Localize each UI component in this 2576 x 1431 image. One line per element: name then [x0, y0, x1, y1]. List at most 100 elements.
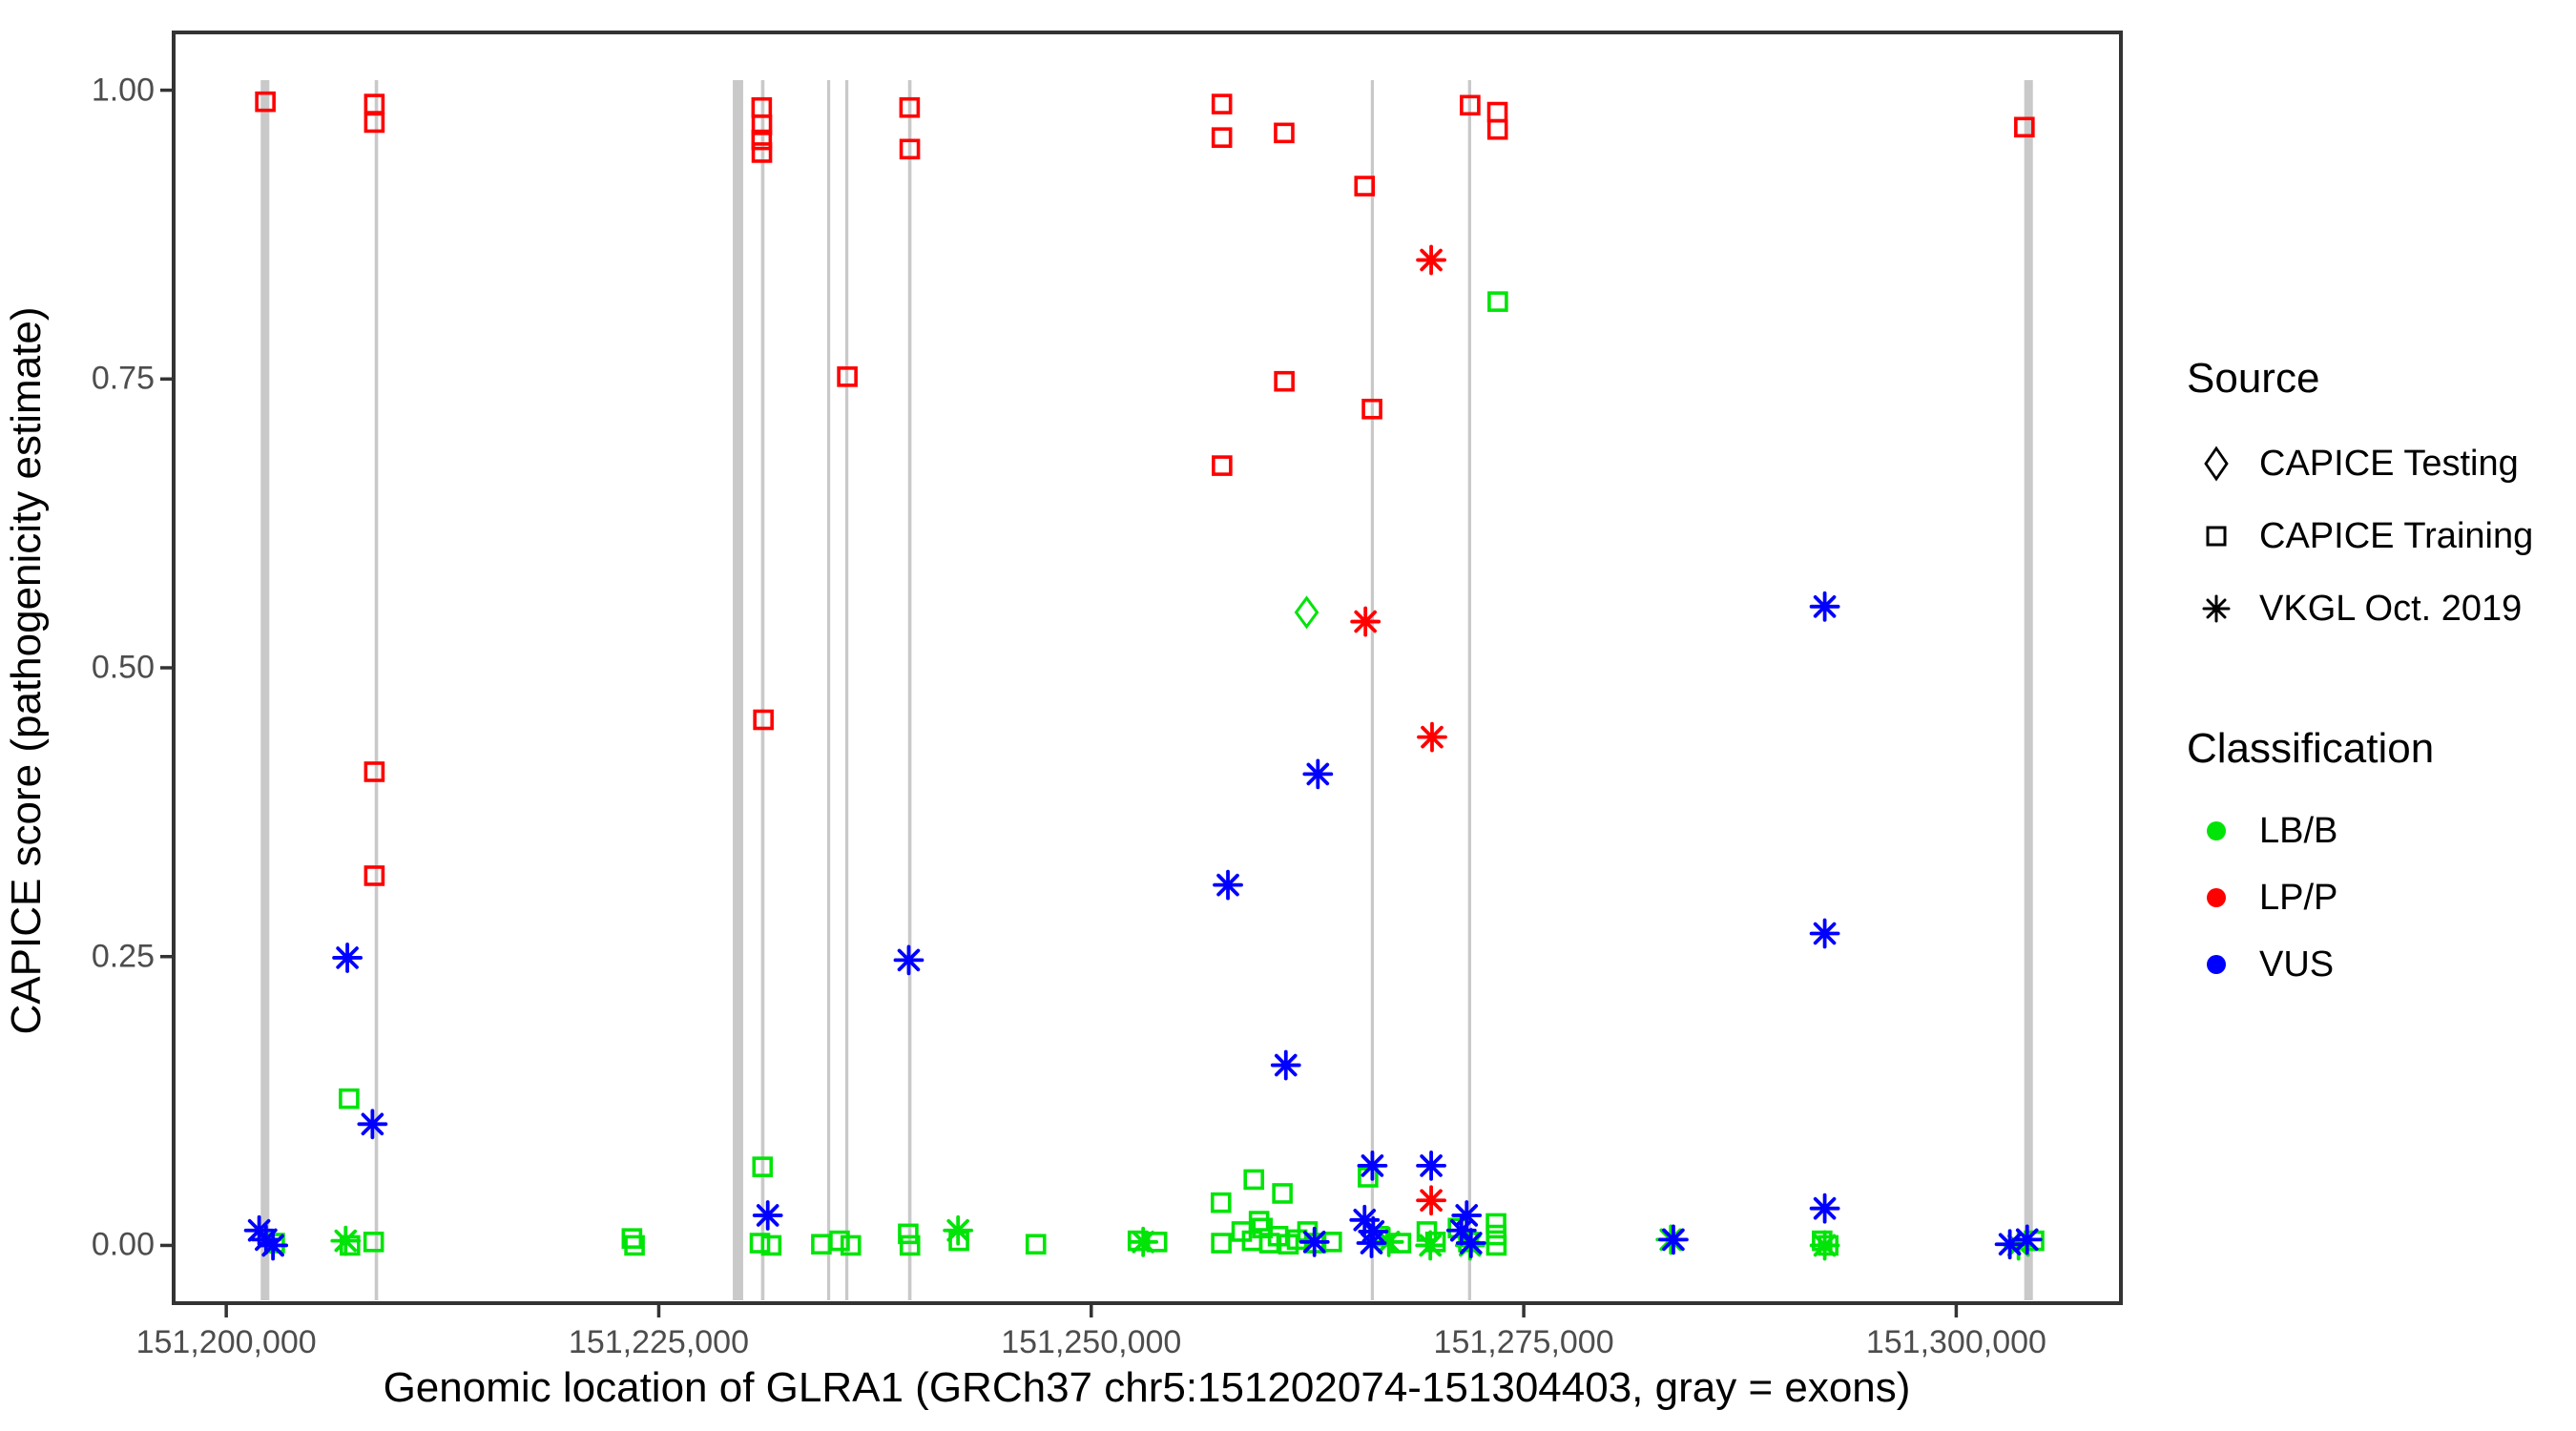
data-point-asterisk — [1302, 758, 1334, 790]
data-point-asterisk — [1415, 1230, 1446, 1261]
exon-bar — [733, 80, 743, 1300]
data-point-square — [1486, 101, 1508, 123]
data-point-asterisk — [1350, 606, 1381, 637]
data-point-square — [1487, 291, 1508, 312]
exon-bar — [374, 80, 379, 1300]
legend-item-label: CAPICE Testing — [2259, 443, 2519, 484]
data-point-square — [339, 1088, 360, 1110]
legend-item-label: VUS — [2259, 944, 2335, 985]
data-point-diamond — [1294, 595, 1319, 630]
y-tick-label: 0.25 — [91, 938, 155, 975]
exon-bar — [1467, 80, 1471, 1300]
data-point-square — [752, 1156, 774, 1177]
data-point-square — [749, 1233, 771, 1254]
data-point-square — [753, 709, 774, 731]
data-point-asterisk — [1994, 1229, 2025, 1260]
data-point-asterisk — [1416, 1151, 1446, 1181]
data-point-square — [1210, 1192, 1232, 1213]
data-point-square — [1212, 455, 1233, 476]
data-point-square — [364, 761, 385, 782]
data-point-square — [1485, 1234, 1507, 1256]
data-point-square — [1274, 122, 1295, 144]
data-point-square — [751, 142, 773, 163]
data-point-square — [364, 93, 385, 114]
legend-source-title: Source — [2187, 355, 2320, 402]
data-point-asterisk — [357, 1109, 388, 1140]
x-tick-label: 151,250,000 — [1001, 1324, 1182, 1360]
data-point-asterisk — [1417, 721, 1447, 753]
x-tick-label: 151,225,000 — [568, 1324, 749, 1360]
data-point-square — [1485, 1213, 1506, 1234]
data-point-square — [899, 138, 921, 160]
x-tick-label: 151,200,000 — [135, 1324, 317, 1360]
data-point-square — [624, 1234, 645, 1256]
data-point-asterisk — [1357, 1151, 1388, 1181]
data-point-square — [837, 366, 858, 387]
data-point-asterisk — [943, 1214, 974, 1246]
legend-item-label: LP/P — [2259, 877, 2338, 918]
exon-bar — [907, 80, 912, 1300]
lbb-dot-icon — [2187, 804, 2246, 858]
legend-classification-title: Classification — [2187, 725, 2435, 772]
data-point-asterisk — [1809, 1192, 1840, 1224]
exon-bar — [760, 80, 765, 1300]
legend-item-capice-testing: CAPICE Testing — [2187, 427, 2568, 500]
data-point-square — [751, 129, 773, 151]
data-point-square — [1486, 118, 1508, 140]
data-point-asterisk — [752, 1200, 783, 1231]
legend-source-group: Source CAPICE Testing CAPICE Training — [2187, 355, 2568, 645]
data-point-square — [363, 1232, 384, 1253]
data-point-square — [1243, 1169, 1265, 1191]
y-tick-label: 0.75 — [91, 360, 155, 397]
data-point-square — [1211, 93, 1233, 114]
data-point-square — [1272, 1183, 1293, 1204]
exon-bar — [1370, 80, 1375, 1300]
data-point-square — [2014, 116, 2035, 138]
exon-bar — [2024, 80, 2033, 1300]
lpp-dot-icon — [2187, 871, 2246, 924]
data-point-square — [899, 1234, 921, 1256]
data-point-asterisk — [1455, 1228, 1486, 1258]
data-point-square — [364, 865, 385, 886]
data-point-square — [899, 96, 921, 118]
data-point-square — [751, 114, 773, 135]
data-point-asterisk — [1416, 244, 1446, 276]
data-point-asterisk — [1298, 1226, 1330, 1257]
data-point-square — [1460, 94, 1481, 116]
data-point-square — [1025, 1234, 1047, 1255]
data-point-asterisk — [332, 943, 363, 973]
legend-item-label: CAPICE Training — [2259, 515, 2534, 556]
exon-bar — [844, 80, 849, 1300]
vus-dot-icon — [2187, 938, 2246, 991]
data-point-square — [1211, 1233, 1232, 1254]
x-tick-label: 151,275,000 — [1433, 1324, 1614, 1360]
data-point-asterisk — [893, 944, 924, 976]
x-tick-label: 151,300,000 — [1865, 1324, 2046, 1360]
legend-item-vkgl: VKGL Oct. 2019 — [2187, 572, 2568, 645]
data-point-square — [760, 1234, 782, 1256]
exon-bar — [260, 80, 270, 1300]
data-point-asterisk — [2011, 1224, 2043, 1255]
data-point-asterisk — [1809, 1230, 1840, 1261]
data-point-square — [898, 1223, 919, 1245]
data-point-square — [829, 1230, 850, 1252]
y-tick-label: 0.50 — [91, 649, 155, 686]
legend-item-label: VKGL Oct. 2019 — [2259, 588, 2523, 629]
data-point-asterisk — [1356, 1228, 1387, 1258]
data-point-square — [1485, 1224, 1507, 1246]
x-axis-title: Genomic location of GLRA1 (GRCh37 chr5:1… — [383, 1364, 1911, 1411]
legend-item-lbb: LB/B — [2187, 798, 2568, 864]
data-point-asterisk — [1416, 1185, 1446, 1216]
legend-item-label: LB/B — [2259, 810, 2338, 851]
data-point-square — [1211, 127, 1233, 148]
data-point-asterisk — [1213, 869, 1243, 901]
data-point-asterisk — [330, 1225, 362, 1256]
data-point-square — [840, 1234, 862, 1256]
exon-bar — [826, 80, 831, 1300]
legend-item-vus: VUS — [2187, 931, 2568, 998]
data-point-asterisk — [1128, 1226, 1159, 1257]
y-tick-label: 0.00 — [91, 1226, 155, 1263]
legend-item-capice-training: CAPICE Training — [2187, 500, 2568, 572]
